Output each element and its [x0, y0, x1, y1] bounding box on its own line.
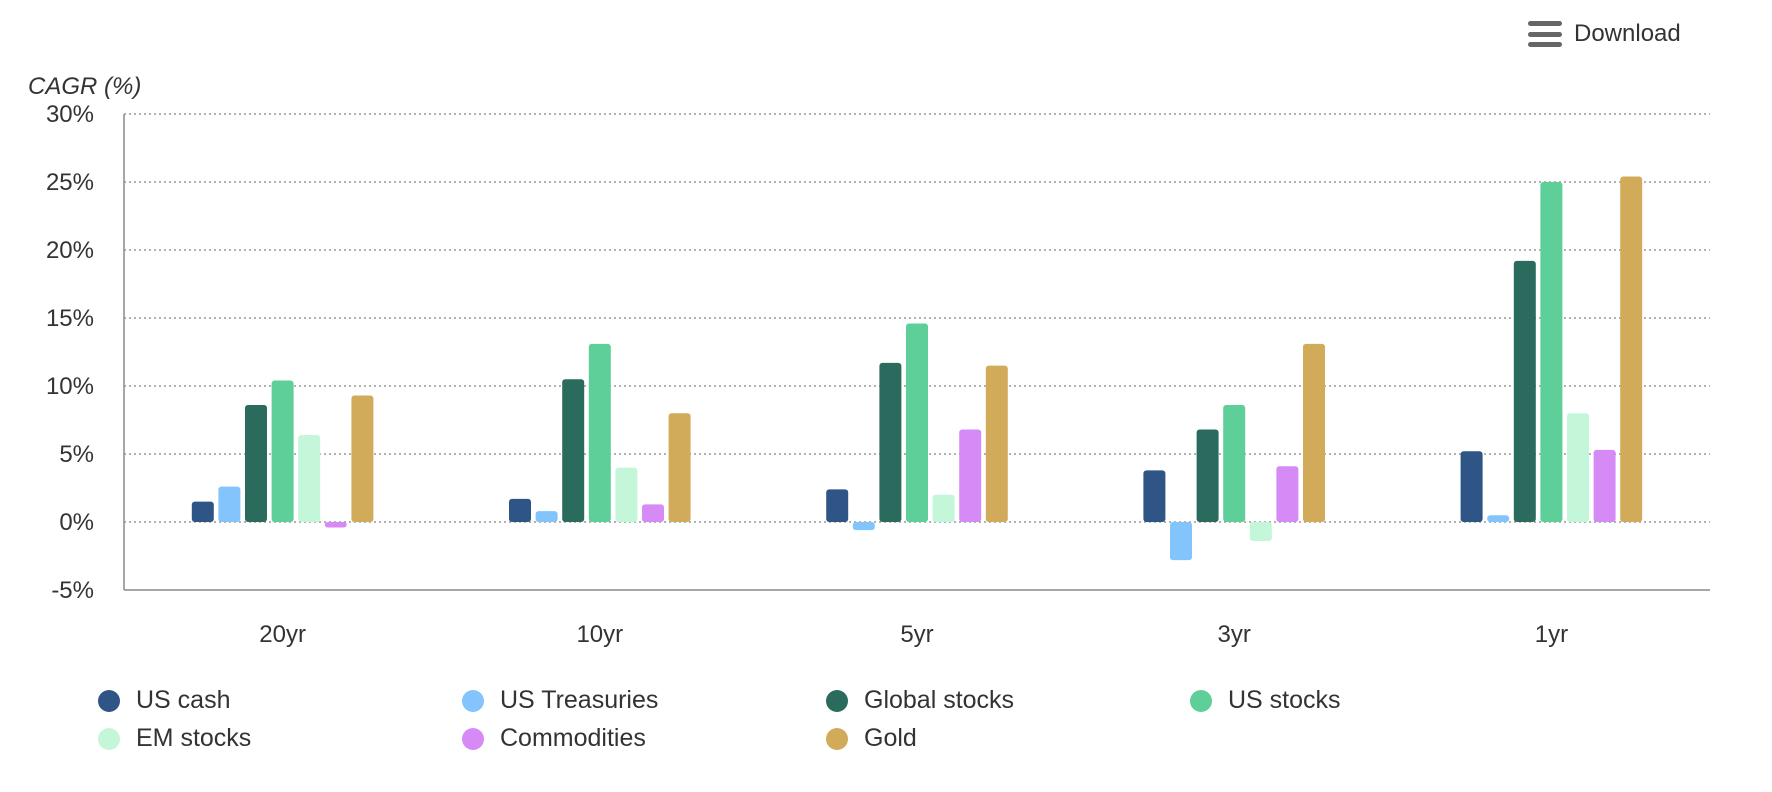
- y-tick-label: 5%: [59, 441, 94, 468]
- legend-label: US Treasuries: [500, 686, 659, 714]
- bar-us-treasuries-20yr: [218, 486, 241, 522]
- bar-commodities-3yr: [1276, 466, 1299, 522]
- y-tick-label: 30%: [46, 101, 94, 128]
- bar-em-stocks-1yr: [1567, 413, 1589, 522]
- legend-item-gold[interactable]: Gold: [826, 724, 917, 753]
- x-tick-label: 1yr: [1535, 621, 1568, 648]
- legend-label: Commodities: [500, 724, 646, 752]
- bar-em-stocks-20yr: [298, 434, 321, 522]
- bar-us-stocks-1yr: [1540, 182, 1563, 522]
- x-tick-label: 5yr: [900, 621, 933, 648]
- bar-global-stocks-3yr: [1196, 429, 1219, 522]
- legend-swatch: [98, 727, 120, 750]
- bar-commodities-10yr: [642, 504, 664, 522]
- bar-us-cash-20yr: [191, 501, 214, 522]
- bar-us-cash-3yr: [1143, 470, 1166, 522]
- download-label: Download: [1574, 20, 1681, 47]
- y-tick-label: 10%: [46, 373, 94, 400]
- legend-swatch: [462, 727, 484, 750]
- legend-swatch: [462, 689, 484, 712]
- y-tick-label: 15%: [46, 305, 94, 332]
- bar-us-stocks-10yr: [588, 343, 611, 522]
- legend-label: EM stocks: [136, 724, 252, 752]
- bar-gold-5yr: [985, 365, 1008, 522]
- bar-gold-10yr: [668, 413, 691, 522]
- legend-swatch: [98, 689, 120, 712]
- y-tick-label: 25%: [46, 169, 94, 196]
- bar-commodities-20yr: [324, 522, 347, 528]
- legend-label: US cash: [136, 686, 231, 714]
- bar-us-treasuries-5yr: [852, 522, 875, 531]
- bar-global-stocks-10yr: [562, 379, 585, 522]
- legend-item-us-stocks[interactable]: US stocks: [1190, 686, 1341, 715]
- bar-em-stocks-5yr: [932, 494, 955, 522]
- y-tick-label: 20%: [46, 237, 94, 264]
- y-axis-title: CAGR (%): [28, 73, 141, 100]
- x-tick-label: 20yr: [259, 621, 306, 648]
- bar-global-stocks-1yr: [1513, 260, 1536, 522]
- bar-us-stocks-3yr: [1223, 405, 1246, 522]
- x-tick-label: 10yr: [576, 621, 623, 648]
- legend-item-commodities[interactable]: Commodities: [462, 724, 646, 753]
- bar-us-stocks-20yr: [271, 380, 294, 522]
- legend-item-us-treasuries[interactable]: US Treasuries: [462, 686, 658, 715]
- hamburger-menu-icon: [1528, 21, 1562, 47]
- bar-us-cash-5yr: [826, 489, 849, 522]
- y-tick-label: 0%: [59, 509, 94, 536]
- bar-us-treasuries-3yr: [1170, 522, 1192, 561]
- legend-item-global-stocks[interactable]: Global stocks: [826, 686, 1014, 715]
- bar-em-stocks-3yr: [1249, 522, 1272, 542]
- bar-us-stocks-5yr: [906, 323, 928, 522]
- bar-commodities-5yr: [959, 429, 982, 522]
- bar-us-treasuries-1yr: [1487, 515, 1510, 522]
- x-tick-label: 3yr: [1218, 621, 1251, 648]
- bar-gold-3yr: [1303, 343, 1325, 522]
- legend-label: Global stocks: [864, 686, 1015, 714]
- bar-global-stocks-5yr: [879, 362, 902, 522]
- bar-us-cash-10yr: [509, 498, 531, 522]
- bar-commodities-1yr: [1593, 449, 1616, 522]
- legend-label: US stocks: [1228, 686, 1341, 714]
- bar-us-treasuries-10yr: [535, 511, 558, 522]
- bar-global-stocks-20yr: [245, 405, 267, 522]
- legend-swatch: [826, 727, 848, 750]
- legend-swatch: [826, 689, 848, 712]
- legend-item-us-cash[interactable]: US cash: [98, 686, 230, 715]
- legend-label: Gold: [864, 724, 917, 752]
- y-tick-label: -5%: [51, 577, 94, 604]
- bar-us-cash-1yr: [1460, 451, 1483, 522]
- legend-swatch: [1190, 689, 1212, 712]
- download-button[interactable]: Download: [1528, 20, 1681, 48]
- bar-gold-1yr: [1620, 176, 1643, 522]
- legend-item-em-stocks[interactable]: EM stocks: [98, 724, 251, 753]
- bar-em-stocks-10yr: [615, 467, 638, 522]
- bar-gold-20yr: [351, 395, 374, 522]
